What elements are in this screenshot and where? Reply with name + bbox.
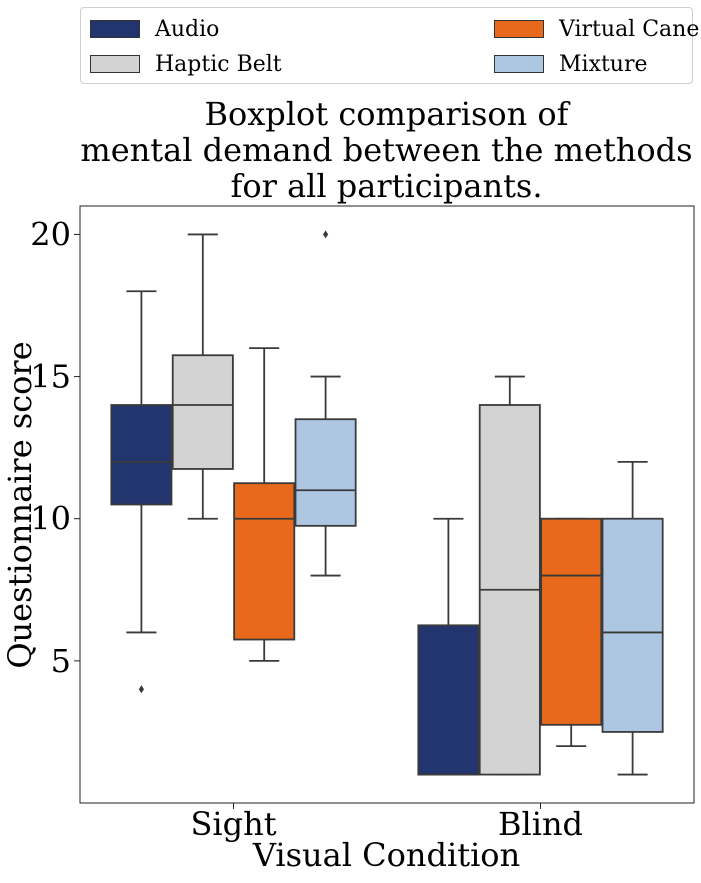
y-tick-label-20: 20 (30, 215, 71, 253)
plot-frame (79, 205, 695, 804)
legend-swatch-virtual-cane (494, 20, 544, 38)
legend-label-haptic-belt: Haptic Belt (155, 51, 282, 77)
x-tick-label-blind: Blind (498, 805, 583, 843)
legend-item-audio: Audio (90, 15, 219, 43)
chart-title-line-2: mental demand between the methods (80, 131, 693, 169)
chart-title: Boxplot comparison of mental demand betw… (80, 96, 693, 204)
box-audio-blind (417, 624, 480, 776)
legend-label-audio: Audio (155, 16, 220, 42)
x-axis-label: Visual Condition (252, 836, 521, 874)
y-tick-label-10: 10 (30, 500, 71, 538)
y-tick-label-15: 15 (30, 358, 71, 396)
legend-label-virtual-cane: Virtual Cane (559, 16, 700, 42)
y-axis-label: Questionnaire score (1, 341, 39, 669)
outlier-mixture-sight-0 (323, 230, 329, 239)
legend-item-haptic-belt: Haptic Belt (90, 50, 282, 78)
box-audio-sight (110, 404, 173, 506)
legend-item-mixture: Mixture (494, 50, 648, 78)
box-mixture-blind (601, 517, 664, 733)
chart-title-line-3: for all participants. (230, 167, 543, 205)
chart-title-line-1: Boxplot comparison of (204, 95, 569, 133)
legend-swatch-audio (90, 20, 140, 38)
legend-label-mixture: Mixture (559, 51, 648, 77)
legend-swatch-mixture (494, 55, 544, 73)
box-mixture-sight (294, 418, 357, 527)
legend: Audio Haptic Belt Virtual Cane Mixture (80, 7, 699, 84)
legend-swatch-haptic-belt (90, 55, 140, 73)
y-tick-label-5: 5 (51, 642, 71, 680)
legend-item-virtual-cane: Virtual Cane (494, 15, 699, 43)
box-virtual-cane-blind (540, 517, 603, 726)
box-virtual-cane-sight (233, 482, 296, 641)
x-tick-label-sight: Sight (190, 805, 276, 843)
box-haptic-belt-sight (171, 354, 234, 470)
outlier-audio-sight-0 (138, 685, 144, 694)
